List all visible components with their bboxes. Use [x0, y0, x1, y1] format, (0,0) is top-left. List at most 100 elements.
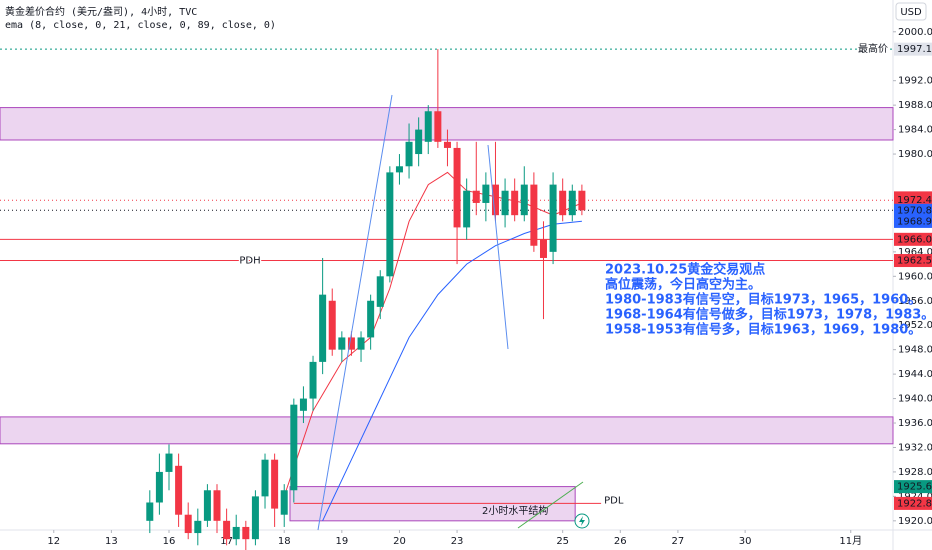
y-tick-label: 1956.00	[898, 296, 932, 307]
y-tick-label: 1980.00	[898, 149, 932, 160]
candle-body	[184, 514, 192, 534]
candle-body	[232, 526, 240, 540]
annotation-line: 1958-1953有信号多，目标1963，1969，1980。	[605, 322, 921, 338]
candle-body	[309, 361, 317, 399]
candle-body	[501, 190, 509, 216]
candle-body	[146, 502, 154, 521]
x-tick-label: 19	[335, 536, 348, 547]
candle-body	[434, 111, 442, 142]
candle-body	[223, 520, 231, 540]
candle-body	[453, 147, 461, 228]
currency-button[interactable]	[895, 2, 927, 21]
y-tick-label: 2000.00	[898, 27, 932, 38]
candle-body	[194, 520, 202, 534]
candle-body	[578, 190, 586, 211]
y-tick-label: 1944.00	[898, 369, 932, 380]
x-tick-label: 26	[614, 536, 627, 547]
y-tick-label: 1964.00	[898, 247, 932, 258]
pdl-label: PDL	[604, 495, 624, 506]
candle-body	[319, 294, 327, 362]
candle-body	[405, 141, 413, 167]
candle-body	[338, 337, 346, 350]
candle-body	[271, 459, 279, 509]
candle-body	[472, 190, 480, 203]
price-label-box	[894, 480, 932, 494]
x-tick-label: 27	[672, 536, 685, 547]
candle-body	[175, 465, 183, 515]
x-tick-label: 18	[278, 536, 291, 547]
x-tick-label: 23	[451, 536, 464, 547]
price-label: 1925.60	[897, 482, 932, 493]
candle-body	[376, 276, 384, 307]
price-label-box	[894, 496, 932, 510]
candle-body	[530, 184, 538, 246]
price-label: 1922.85	[897, 498, 932, 509]
trend-line	[317, 94, 393, 531]
candle-body	[511, 190, 519, 216]
zone	[0, 416, 894, 445]
y-tick-label: 1948.00	[898, 345, 932, 356]
candle-body	[290, 404, 298, 491]
price-label-box	[894, 214, 932, 228]
candle-body	[280, 490, 288, 515]
annotation-line: 2023.10.25黄金交易观点	[605, 262, 765, 278]
annotation-line: 1980-1983有信号空，目标1973，1965，1960。	[605, 292, 921, 308]
annotation-line: 1968-1964有信号做多，目标1973，1978，1983。	[605, 307, 932, 323]
candle-body	[155, 471, 163, 503]
candle-body	[520, 184, 528, 216]
candle-body	[443, 141, 451, 148]
trend-line	[517, 481, 584, 529]
x-tick-label: 16	[163, 536, 176, 547]
symbol-title: 黄金差价合约 (美元/盎司), 4小时, TVC	[5, 5, 197, 18]
x-tick-label: 25	[556, 536, 569, 547]
candle-body	[491, 184, 499, 216]
y-tick-label: 1920.00	[898, 516, 932, 527]
candle-body	[395, 166, 403, 173]
candle-body	[482, 184, 490, 203]
x-tick-label: 30	[739, 536, 752, 547]
level-label: 最高价	[858, 42, 888, 55]
candle-body	[251, 496, 259, 540]
candle-body	[328, 300, 336, 350]
x-tick-label: 12	[47, 536, 60, 547]
price-label: 1997.16	[897, 44, 932, 55]
candle-body	[568, 190, 576, 216]
y-tick-label: 1936.00	[898, 418, 932, 429]
candle-body	[386, 172, 394, 277]
y-tick-label: 1988.00	[898, 100, 932, 111]
candle-body	[424, 111, 432, 142]
price-label: 1970.80	[897, 205, 932, 216]
level-label: PDH	[239, 256, 260, 267]
price-label-box	[894, 232, 932, 246]
price-label: 1962.58	[897, 256, 932, 267]
candle-body	[299, 398, 307, 411]
y-tick-label: 1924.00	[898, 491, 932, 502]
candle-body	[559, 190, 567, 216]
y-tick-label: 1960.00	[898, 271, 932, 282]
structure-label: 2小时水平结构	[482, 504, 548, 517]
indicator-legend: ema (8, close, 0, 21, close, 0, 89, clos…	[5, 20, 276, 31]
x-tick-label: 11月	[839, 535, 862, 547]
price-label: 1972.45	[897, 195, 932, 206]
x-tick-label: 20	[393, 536, 406, 547]
candle-body	[213, 490, 221, 521]
candle-body	[261, 459, 269, 497]
candle-body	[463, 190, 471, 228]
y-tick-label: 1932.00	[898, 442, 932, 453]
price-label: 1966.05	[897, 234, 932, 245]
trend-line	[487, 144, 509, 350]
price-label: 1968.98	[897, 216, 932, 227]
candle-body	[347, 337, 355, 350]
candle-body	[549, 184, 557, 252]
ema-line	[322, 220, 582, 522]
x-tick-label: 13	[105, 536, 118, 547]
price-label-box	[894, 254, 932, 268]
candle-body	[165, 453, 173, 472]
price-label-box	[894, 193, 932, 207]
bolt-icon	[579, 516, 585, 526]
price-label-box	[894, 203, 932, 217]
annotation-line: 高位震荡，今日高空为主。	[605, 277, 761, 293]
y-tick-label: 1984.00	[898, 125, 932, 136]
